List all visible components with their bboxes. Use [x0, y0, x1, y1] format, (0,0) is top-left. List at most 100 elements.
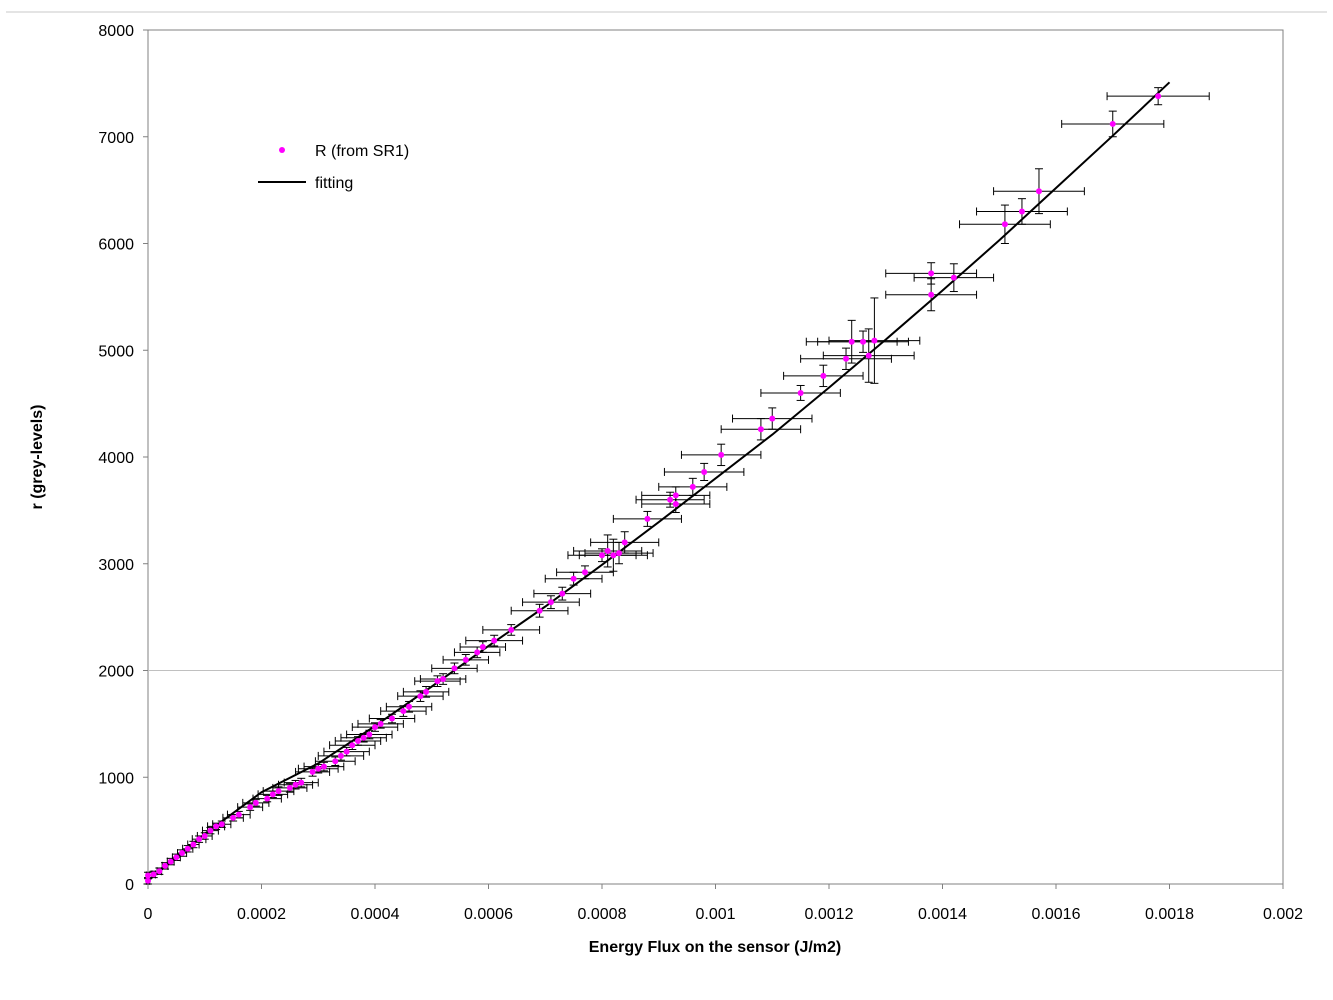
data-point: [423, 688, 430, 695]
data-point: [389, 715, 396, 722]
fitting-line: [147, 81, 1171, 882]
data-point: [343, 748, 350, 755]
data-point: [570, 575, 577, 582]
x-tick-label: 0.0006: [464, 906, 513, 923]
data-point: [337, 752, 344, 759]
data-point: [621, 539, 628, 546]
x-tick-label: 0.0008: [578, 906, 627, 923]
data-point: [218, 821, 225, 828]
data-point: [167, 858, 174, 865]
y-tick-label: 7000: [98, 130, 134, 147]
data-point: [309, 768, 316, 775]
data-point: [1035, 188, 1042, 195]
data-point: [201, 832, 208, 839]
data-point: [769, 415, 776, 422]
data-point: [406, 703, 413, 710]
fit-layer: [147, 81, 1171, 882]
data-point: [417, 693, 424, 700]
x-tick-label: 0.0016: [1032, 906, 1081, 923]
data-point: [213, 823, 220, 830]
data-point: [928, 270, 935, 277]
legend-label-fitting: fitting: [315, 175, 353, 192]
point-layer: [145, 93, 1162, 884]
data-point: [145, 877, 151, 884]
data-point: [1018, 208, 1025, 215]
x-tick-label: 0.0002: [237, 906, 286, 923]
data-point: [860, 338, 867, 345]
data-point: [190, 841, 197, 848]
data-point: [366, 731, 373, 738]
data-point: [440, 676, 447, 683]
data-point: [610, 552, 617, 559]
data-point: [1155, 93, 1162, 100]
data-point: [797, 389, 804, 396]
legend-marker-points: [279, 147, 285, 153]
y-tick-label: 3000: [98, 557, 134, 574]
data-point: [252, 799, 259, 806]
data-point: [820, 372, 827, 379]
data-point: [581, 569, 588, 576]
data-point: [701, 468, 708, 475]
axis-layer: 0 1000 2000 3000 4000 5000 6000 7000 8000 0 0.0002…: [98, 23, 1303, 923]
x-axis-title: Energy Flux on the sensor (J/m2): [589, 939, 842, 956]
data-point: [451, 665, 458, 672]
data-point: [689, 483, 696, 490]
data-point: [434, 678, 441, 685]
data-point: [377, 720, 384, 727]
data-point: [173, 854, 180, 861]
y-tick-label: 0: [125, 877, 134, 894]
data-point: [547, 599, 554, 606]
data-point: [950, 274, 957, 281]
data-point: [871, 337, 878, 344]
data-point: [286, 784, 293, 791]
y-axis-title: r (grey-levels): [29, 405, 46, 510]
data-point: [400, 708, 407, 715]
data-point: [604, 547, 611, 554]
data-point: [292, 781, 299, 788]
data-point: [667, 496, 674, 503]
data-point: [616, 550, 623, 557]
data-point: [184, 845, 191, 852]
data-point: [179, 850, 186, 857]
x-tick-label: 0: [144, 906, 153, 923]
y-tick-label: 8000: [98, 23, 134, 40]
data-point: [315, 765, 322, 772]
legend-label-points: R (from SR1): [315, 143, 409, 160]
data-point: [672, 492, 679, 499]
data-point: [207, 827, 214, 834]
x-tick-label: 0.0012: [805, 906, 854, 923]
data-point: [848, 338, 855, 345]
x-tick-label: 0.001: [695, 906, 735, 923]
errorbar-layer: [144, 87, 1210, 885]
data-point: [479, 644, 486, 651]
legend: R (from SR1) fitting: [258, 143, 409, 192]
data-point: [162, 862, 169, 869]
data-point: [843, 355, 850, 362]
data-point: [247, 804, 254, 811]
y-tick-label: 2000: [98, 664, 134, 681]
data-point: [150, 871, 157, 878]
data-point: [928, 291, 935, 298]
data-point: [269, 791, 276, 798]
data-point: [536, 607, 543, 614]
data-point: [145, 872, 151, 879]
x-tick-label: 0.0018: [1145, 906, 1194, 923]
data-point: [1001, 221, 1008, 228]
data-point: [196, 836, 203, 843]
data-point: [235, 811, 242, 818]
y-tick-label: 6000: [98, 237, 134, 254]
data-point: [354, 737, 361, 744]
data-point: [360, 734, 367, 741]
data-point: [462, 656, 469, 663]
x-tick-label: 0.0004: [351, 906, 400, 923]
data-point: [508, 626, 515, 633]
data-point: [264, 795, 271, 802]
data-point: [275, 788, 282, 795]
data-point: [757, 426, 764, 433]
data-point: [491, 637, 498, 644]
data-point: [718, 451, 725, 458]
data-point: [298, 779, 305, 786]
data-point: [332, 758, 339, 765]
data-point: [644, 515, 651, 522]
